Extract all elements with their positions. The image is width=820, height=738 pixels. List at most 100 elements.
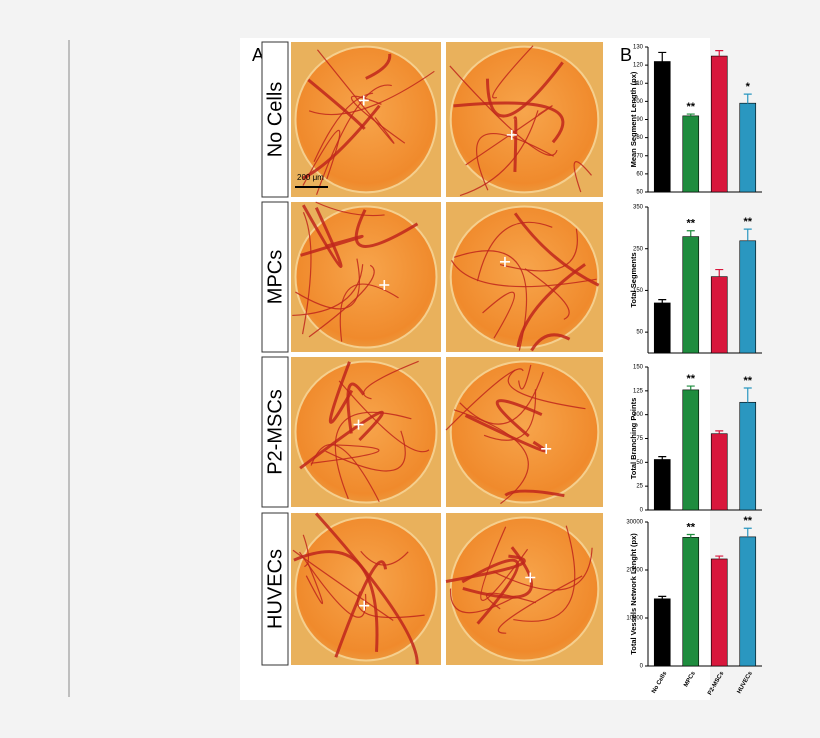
y-tick-label: 10000: [626, 616, 643, 622]
bar: [682, 389, 700, 511]
photo-vessel: [365, 53, 392, 80]
significance-label: *: [746, 81, 751, 93]
photo-marker: [379, 280, 390, 291]
photo-dish: [294, 45, 438, 194]
photo-vessel: [360, 550, 409, 566]
photo-vessel: [301, 204, 343, 268]
photo-vessel: [480, 526, 529, 601]
error-bar: [743, 387, 752, 403]
photo-marker: [525, 572, 536, 583]
row-label: P2-MSCs: [264, 389, 286, 475]
photo-vessel: [302, 534, 310, 568]
photo-vessel: [301, 212, 312, 335]
error-bar: [686, 533, 695, 538]
photo-vessel: [299, 410, 384, 470]
photo-vessel: [464, 414, 547, 453]
y-tick-label: 70: [636, 153, 643, 159]
row-label: MPCs: [264, 250, 286, 304]
row-label: No Cells: [264, 82, 286, 158]
photo-vessel: [493, 547, 593, 591]
y-tick-label: 90: [636, 117, 643, 123]
photo-vessel: [315, 201, 385, 217]
photo-vessel: [308, 70, 435, 116]
photo-vessel: [513, 525, 576, 622]
y-tick-label: 50: [636, 460, 643, 466]
y-tick-label: 100: [633, 99, 644, 105]
photo-vessel: [492, 45, 534, 99]
photo-vessel: [310, 444, 380, 464]
photo-vessel: [573, 161, 592, 193]
y-tick-label: 150: [633, 288, 644, 294]
y-tick-label: 75: [636, 436, 643, 442]
photo-marker: [359, 600, 370, 611]
y-axis-label: Total Segments: [629, 252, 638, 307]
y-tick-label: 50: [636, 190, 643, 196]
photo-vessel: [305, 562, 324, 605]
y-tick-label: 80: [636, 135, 643, 141]
photo-vessel: [350, 95, 406, 144]
photo-dish: [449, 516, 600, 662]
error-bar: [743, 228, 752, 241]
photo-vessel: [476, 133, 554, 191]
row-label-box: [261, 512, 289, 666]
photo-vessel: [339, 283, 399, 342]
photo-vessel: [310, 444, 380, 502]
photo-vessel: [445, 368, 524, 431]
bar: [710, 55, 728, 193]
significance-label: **: [743, 515, 752, 527]
photo-vessel: [486, 592, 537, 610]
photo-vessel: [354, 209, 419, 248]
photo-vessel: [295, 258, 361, 310]
photo-marker: [358, 95, 369, 106]
photo-vessel: [334, 560, 388, 658]
error-bar: [715, 50, 724, 57]
significance-label: **: [743, 216, 752, 228]
error-bar: [658, 299, 667, 303]
photo-vessel: [497, 575, 583, 634]
bar: [682, 537, 700, 667]
row-label: HUVECs: [264, 549, 286, 629]
y-tick-label: 110: [633, 81, 643, 87]
y-tick-label: 0: [640, 508, 644, 514]
error-bar: [715, 268, 724, 277]
bar: [653, 302, 671, 354]
photo-vessel: [356, 591, 425, 619]
y-tick-label: 50: [636, 330, 643, 336]
y-axis-label: Total Branching Points: [629, 398, 638, 480]
significance-label: **: [743, 375, 752, 387]
scale-bar-label: 200 μm: [297, 173, 324, 182]
photo-vessel: [338, 380, 430, 453]
bar: [653, 598, 671, 667]
bar: [739, 102, 757, 193]
photo-vessel: [507, 369, 586, 410]
photo-marker: [353, 419, 364, 430]
photo-vessel: [518, 364, 532, 390]
error-bar: [715, 430, 724, 434]
significance-label: **: [686, 521, 695, 533]
photo-dish: [449, 205, 600, 349]
y-tick-label: 30000: [626, 520, 643, 526]
photo-vessel: [334, 411, 412, 500]
significance-label: **: [686, 373, 695, 385]
photo-vessel: [482, 291, 516, 339]
bar: [653, 61, 671, 193]
y-tick-label: 125: [633, 388, 644, 394]
y-tick-label: 250: [633, 246, 644, 252]
photo-vessel: [302, 129, 341, 186]
photo-vessel: [530, 333, 571, 352]
error-bar: [686, 230, 695, 237]
photo-vessel: [313, 92, 374, 163]
photo-vessel: [513, 116, 518, 173]
bar: [739, 401, 757, 511]
error-bar: [658, 595, 667, 599]
photo-vessel: [449, 65, 558, 156]
photo-vessel: [516, 263, 586, 348]
photo-vessel: [453, 250, 528, 351]
bar: [682, 236, 700, 354]
panel-label: B: [620, 45, 632, 65]
photo-marker: [541, 443, 552, 454]
bar: [710, 558, 728, 667]
photo-marker: [506, 129, 517, 140]
photo-marker: [499, 256, 510, 267]
